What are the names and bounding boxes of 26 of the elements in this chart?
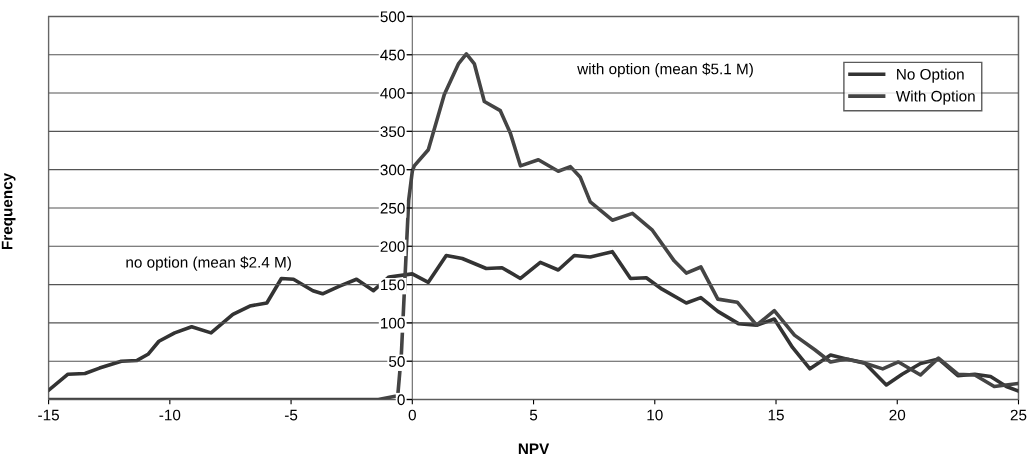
y-tick-label: 450 — [380, 49, 405, 61]
y-tick-label: 350 — [380, 126, 405, 138]
x-tick-label: 10 — [647, 409, 663, 421]
y-tick-label: 200 — [380, 241, 405, 252]
y-tick-label: 100 — [381, 317, 405, 329]
y-tick-label: 300 — [380, 164, 405, 176]
x-tick-label: -15 — [38, 409, 59, 421]
legend-label: With Option — [895, 90, 975, 105]
y-tick-label: 500 — [380, 11, 405, 23]
y-tick-label: 400 — [380, 87, 405, 99]
x-tick-label: 20 — [889, 409, 906, 421]
x-tick-label: -10 — [159, 409, 181, 421]
annotation: no option (mean $2.4 M) — [126, 256, 291, 271]
y-tick-label: 50 — [388, 356, 405, 367]
y-tick-label: 0 — [397, 394, 405, 406]
x-tick-label: 0 — [408, 409, 416, 421]
annotation: with option (mean $5.1 M) — [577, 62, 753, 78]
x-tick-label: 5 — [529, 409, 538, 421]
y-tick-label: 250 — [380, 202, 405, 214]
x-tick-label: -5 — [284, 409, 298, 421]
y-tick-label: 150 — [381, 279, 405, 291]
legend-label: No Option — [897, 68, 964, 83]
y-axis-title: Frequency — [1, 172, 16, 250]
x-tick-label: 25 — [1010, 409, 1027, 421]
x-axis-title: NPV — [518, 443, 550, 454]
x-tick-label: 15 — [768, 409, 784, 421]
